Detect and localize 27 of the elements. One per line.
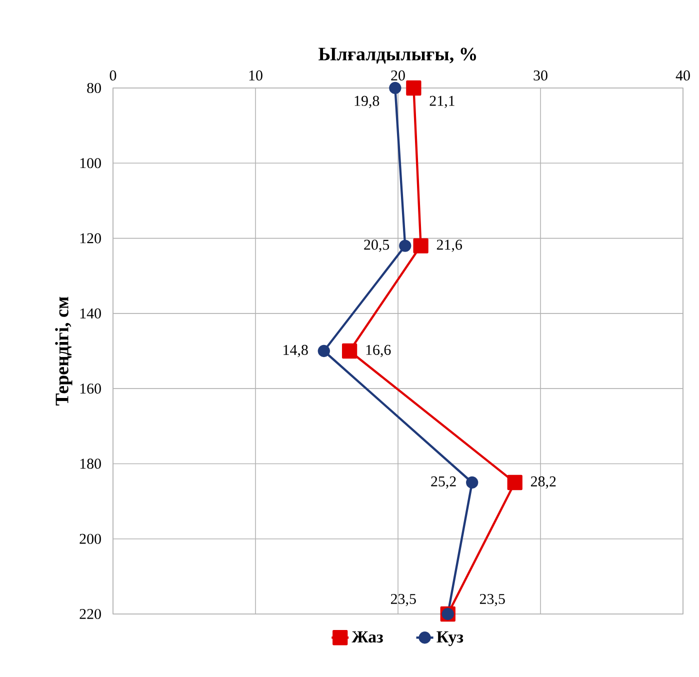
y-tick-label: 180	[80, 458, 101, 469]
y-tick-label: 100	[80, 158, 101, 168]
y-tick-label: 200	[80, 534, 101, 544]
x-tick-label: 0	[110, 70, 116, 80]
annotation: 21,1	[430, 96, 454, 108]
x-tick-label: 40	[676, 70, 690, 80]
x-axis-title: Ылғалдылығы, %	[318, 48, 476, 64]
y-tick-label: 80	[87, 82, 101, 94]
annotation: 21,6	[436, 240, 462, 252]
x-tick-label: 30	[534, 70, 548, 80]
y-tick-label: 160	[80, 384, 101, 394]
y-tick-label: 220	[80, 608, 101, 620]
x-tick-label: 20	[391, 70, 405, 80]
x-tick-label: 10	[249, 70, 262, 80]
annotation: 23,5	[390, 594, 416, 606]
annotation: 16,6	[366, 344, 391, 358]
annotation: 14,8	[284, 344, 308, 358]
y-axis-title: Тереңдігі, см	[55, 296, 72, 406]
annotation: 20,5	[364, 240, 390, 252]
legend-label: Жаз	[352, 631, 383, 643]
annotation: 28,2	[530, 476, 556, 489]
legend-label: Куз	[436, 631, 464, 646]
annotation: 25,2	[431, 476, 456, 489]
annotation: 23,5	[480, 594, 505, 606]
y-tick-label: 120	[80, 233, 101, 244]
y-tick-label: 140	[80, 308, 101, 318]
annotation: 19,8	[354, 96, 380, 108]
